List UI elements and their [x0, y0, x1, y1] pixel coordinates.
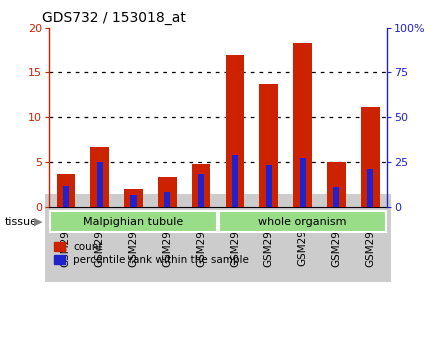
Bar [299, 158, 306, 207]
Bar [361, 107, 380, 207]
Bar [124, 189, 143, 207]
FancyBboxPatch shape [50, 211, 217, 232]
Bar [266, 165, 272, 207]
Bar [158, 177, 177, 207]
Bar [164, 192, 170, 207]
Bar [97, 162, 103, 207]
Bar [259, 84, 278, 207]
Bar [232, 155, 238, 207]
Bar [198, 174, 204, 207]
Text: tissue: tissue [4, 217, 37, 227]
Bar [57, 174, 75, 207]
Text: ▶: ▶ [33, 217, 42, 227]
Bar [293, 43, 312, 207]
Bar [130, 195, 137, 207]
FancyBboxPatch shape [219, 211, 386, 232]
Bar [327, 162, 346, 207]
Bar [226, 55, 244, 207]
Bar [333, 187, 340, 207]
Legend: count, percentile rank within the sample: count, percentile rank within the sample [54, 241, 249, 265]
Bar [90, 147, 109, 207]
Text: Malpighian tubule: Malpighian tubule [83, 217, 184, 227]
Bar [367, 169, 373, 207]
Text: GDS732 / 153018_at: GDS732 / 153018_at [42, 11, 186, 25]
Bar [63, 186, 69, 207]
Text: whole organism: whole organism [259, 217, 347, 227]
Bar [192, 164, 210, 207]
